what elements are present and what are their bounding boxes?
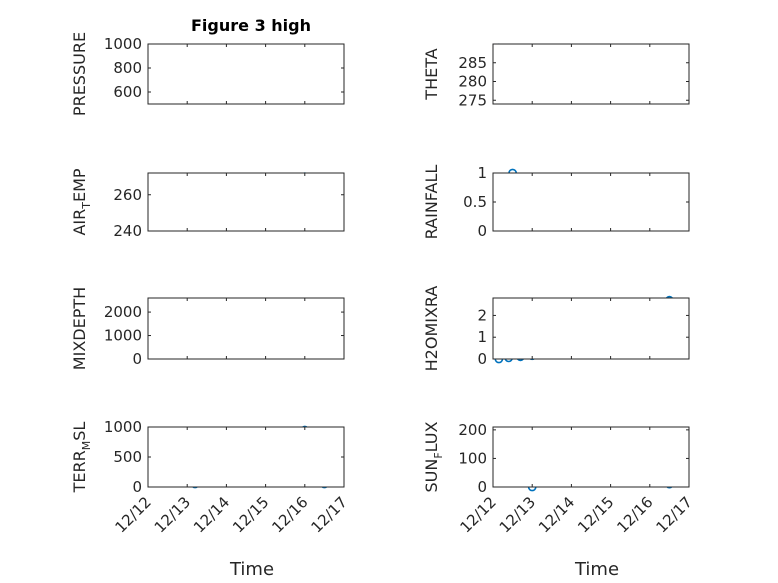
x-tick-label: 12/15 xyxy=(229,493,272,536)
y-axis-label: SUNFLUX xyxy=(422,421,445,492)
y-axis-label: MIXDEPTH xyxy=(70,287,89,370)
y-tick-label: 800 xyxy=(113,59,142,77)
x-axis-label: Time xyxy=(229,559,274,580)
axes-frame xyxy=(147,172,345,232)
axes-frame xyxy=(147,426,345,488)
x-tick-label: 12/17 xyxy=(308,493,351,536)
y-tick-label: 200 xyxy=(458,421,487,439)
y-axis-label: THETA xyxy=(422,48,441,100)
y-tick-label: 0 xyxy=(477,222,487,240)
y-tick-label: 0 xyxy=(132,350,142,368)
x-axis-label: Time xyxy=(574,559,619,580)
x-tick-label: 12/15 xyxy=(574,493,617,536)
axes-frame xyxy=(147,297,345,360)
subplot-air_temp: 240 260 AIRTEMP xyxy=(70,168,345,240)
y-tick-label: 2000 xyxy=(104,303,142,321)
y-tick-label: 1000 xyxy=(104,418,142,436)
subplot-pressure: 600 800 1000 PRESSURE xyxy=(70,32,345,116)
subplot-h2omixra: 0 1 2 H2OMIXRA xyxy=(422,286,690,372)
axes-frame xyxy=(492,172,690,232)
y-tick-label: 600 xyxy=(113,83,142,101)
x-tick-label: 12/16 xyxy=(268,493,311,536)
x-tick-label: 12/14 xyxy=(190,493,233,536)
y-tick-label: 260 xyxy=(113,186,142,204)
axes-frame xyxy=(492,43,690,105)
y-tick-label: 275 xyxy=(458,91,487,109)
y-tick-label: 2 xyxy=(477,306,487,324)
y-tick-label: 1 xyxy=(477,328,487,346)
subplot-mixdepth: 0 1000 2000 MIXDEPTH xyxy=(70,287,345,370)
y-axis-label: TERRMSL xyxy=(70,422,93,494)
y-tick-label: 0 xyxy=(477,350,487,368)
x-tick-label: 12/17 xyxy=(653,493,696,536)
y-tick-label: 0 xyxy=(477,478,487,496)
x-tick-label: 12/12 xyxy=(457,493,500,536)
axes-frame xyxy=(492,297,690,360)
y-tick-label: 1000 xyxy=(104,327,142,345)
y-axis-label: PRESSURE xyxy=(70,32,89,116)
y-tick-label: 100 xyxy=(458,449,487,467)
axes-frame xyxy=(492,426,690,488)
y-axis-label: H2OMIXRA xyxy=(422,286,441,372)
axes-frame xyxy=(147,43,345,105)
subplot-rainfall: 0 0.5 1 RAINFALL xyxy=(422,164,690,240)
x-tick-label: 12/13 xyxy=(151,493,194,536)
x-tick-label: 12/12 xyxy=(112,493,155,536)
y-tick-label: 1 xyxy=(477,164,487,182)
y-axis-label: AIRTEMP xyxy=(70,168,93,235)
y-tick-label: 280 xyxy=(458,73,487,91)
y-tick-label: 500 xyxy=(113,448,142,466)
y-tick-label: 0 xyxy=(132,478,142,496)
x-tick-label: 12/14 xyxy=(535,493,578,536)
y-axis-label: RAINFALL xyxy=(422,165,441,240)
figure-title: Figure 3 high xyxy=(191,16,311,35)
y-tick-label: 240 xyxy=(113,222,142,240)
y-tick-label: 285 xyxy=(458,54,487,72)
x-tick-label: 12/13 xyxy=(496,493,539,536)
x-tick-label: 12/16 xyxy=(613,493,656,536)
y-tick-label: 0.5 xyxy=(463,193,487,211)
y-tick-label: 1000 xyxy=(104,35,142,53)
